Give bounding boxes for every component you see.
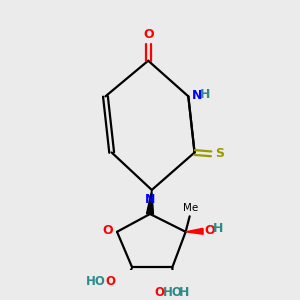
- Text: O: O: [103, 224, 113, 237]
- Text: S: S: [215, 147, 224, 160]
- Text: O: O: [143, 28, 154, 41]
- Text: N: N: [145, 193, 156, 206]
- Text: O: O: [204, 224, 215, 237]
- Text: H: H: [213, 222, 224, 235]
- Text: HO: HO: [163, 286, 183, 299]
- Text: N: N: [191, 88, 202, 101]
- Text: O: O: [105, 275, 115, 288]
- Polygon shape: [121, 268, 132, 286]
- Text: Me: Me: [183, 203, 198, 213]
- Text: HO: HO: [86, 275, 106, 288]
- Polygon shape: [146, 190, 154, 214]
- Text: H: H: [200, 88, 211, 101]
- Text: H: H: [178, 286, 189, 299]
- Text: O: O: [154, 286, 164, 299]
- Polygon shape: [186, 228, 203, 234]
